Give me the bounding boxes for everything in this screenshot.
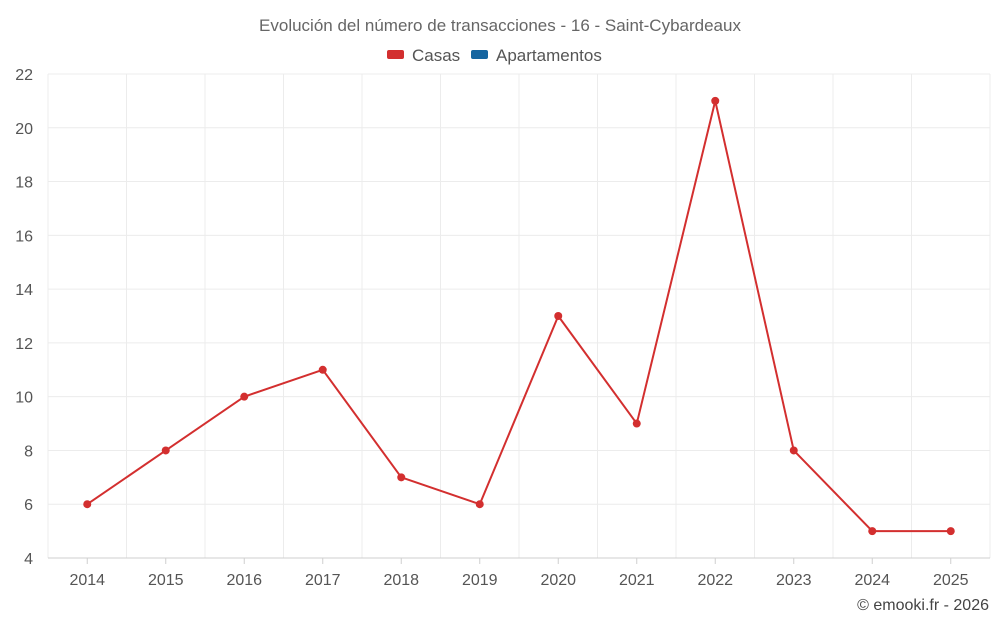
y-axis: 4 6 8 10 12 14 16 18 20 22: [15, 67, 33, 568]
x-tick-label: 2017: [305, 572, 341, 589]
y-tick-label: 6: [24, 497, 33, 514]
y-tick-label: 14: [15, 282, 33, 299]
data-point-casas-2023[interactable]: [789, 446, 798, 455]
legend: Casas Apartamentos: [387, 46, 602, 65]
y-tick-label: 4: [24, 551, 33, 568]
legend-swatch-casas: [387, 50, 404, 59]
y-tick-label: 22: [15, 67, 33, 84]
data-point-casas-2015[interactable]: [161, 446, 170, 455]
data-point-casas-2019[interactable]: [475, 500, 484, 509]
x-tick-label: 2023: [776, 572, 812, 589]
x-tick-label: 2015: [148, 572, 184, 589]
x-tick-label: 2021: [619, 572, 655, 589]
x-tick-label: 2019: [462, 572, 498, 589]
x-tick-label: 2018: [383, 572, 419, 589]
legend-item-casas[interactable]: Casas: [387, 46, 460, 65]
data-point-casas-2020[interactable]: [554, 312, 563, 320]
legend-label-apartamentos: Apartamentos: [496, 46, 602, 65]
series-casas: [83, 96, 955, 536]
x-tick-label: 2014: [69, 572, 105, 589]
legend-label-casas: Casas: [412, 46, 460, 65]
y-tick-label: 8: [24, 443, 33, 460]
data-point-casas-2024[interactable]: [868, 527, 877, 536]
credit-text: © emooki.fr - 2026: [857, 597, 989, 614]
y-tick-label: 12: [15, 336, 33, 353]
y-tick-label: 20: [15, 121, 33, 138]
data-point-casas-2016[interactable]: [240, 392, 249, 401]
y-tick-label: 16: [15, 228, 33, 245]
data-point-casas-2021[interactable]: [632, 419, 641, 428]
legend-item-apartamentos[interactable]: Apartamentos: [471, 46, 602, 65]
x-tick-label: 2025: [933, 572, 969, 589]
series-line-casas: [86, 99, 951, 533]
x-tick-label: 2022: [697, 572, 733, 589]
x-tick-label: 2020: [540, 572, 576, 589]
data-point-casas-2025[interactable]: [946, 527, 955, 536]
data-point-casas-2022[interactable]: [711, 96, 720, 105]
x-tick-label: 2016: [226, 572, 262, 589]
data-point-casas-2017[interactable]: [318, 365, 327, 374]
data-point-casas-2018[interactable]: [397, 473, 406, 482]
y-tick-label: 18: [15, 175, 33, 192]
legend-swatch-apartamentos: [471, 50, 488, 59]
data-point-casas-2014[interactable]: [83, 500, 92, 509]
grid: [47, 73, 991, 558]
x-axis: 2014 2015 2016 2017 2018 2019 2020 2021 2022 2023…: [48, 557, 990, 589]
x-tick-label: 2024: [854, 572, 890, 589]
chart-title: Evolución del número de transacciones - …: [259, 16, 741, 35]
y-tick-label: 10: [15, 390, 33, 407]
